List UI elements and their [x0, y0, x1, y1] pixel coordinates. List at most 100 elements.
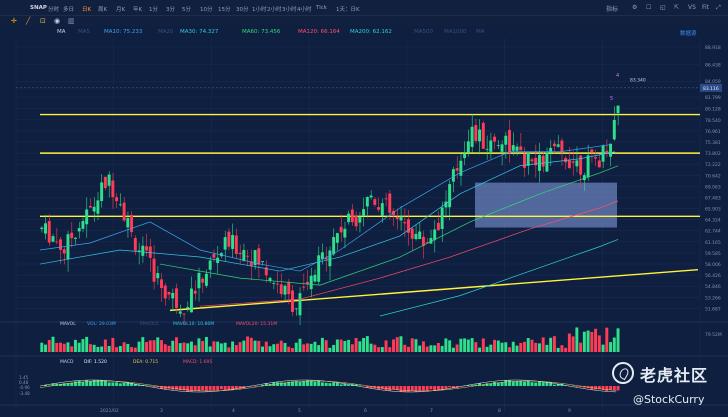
crosshair-tool-icon[interactable]: ✛ [11, 17, 17, 25]
timeframe-tab-9[interactable]: 10分 [200, 7, 213, 13]
price-tick-label: 56.426 [705, 273, 721, 279]
macd-bar [605, 386, 609, 392]
lock-icon[interactable]: ⊡ [40, 17, 46, 25]
volume-bar [597, 335, 601, 352]
candle-body [537, 155, 541, 171]
toolbar-icon-7[interactable]: ⤢ [716, 4, 721, 11]
timeframe-tab-17[interactable]: 1天：日K [336, 7, 360, 13]
ma-legend-item[interactable]: MA [476, 29, 485, 35]
timeframe-tab-16[interactable]: Tick [316, 5, 327, 11]
volume-bar [313, 341, 317, 352]
candle-body [440, 207, 444, 229]
macd-bar [440, 386, 444, 390]
macd-bar [407, 386, 410, 392]
timeframe-tab-12[interactable]: 1小时 [252, 7, 267, 13]
macd-bar [227, 386, 231, 390]
candle-body [597, 160, 601, 168]
volume-bar [365, 336, 369, 352]
macd-bar [317, 380, 321, 386]
ma-legend-item[interactable]: MA [57, 29, 66, 35]
macd-bar [238, 386, 242, 389]
volume-bar [223, 342, 227, 352]
macd-bar [73, 381, 77, 386]
volume-legend-mavol20: MAVOL20: 15.31M [236, 321, 277, 327]
volume-bar [421, 341, 425, 352]
volume-bar [305, 343, 309, 352]
volume-bar [77, 342, 81, 352]
timeframe-tab-13[interactable]: 2小时 [267, 7, 282, 13]
volume-bar [163, 344, 167, 352]
ma-legend-item[interactable]: 数据源 [680, 31, 697, 37]
volume-bar [541, 337, 545, 352]
line-tool-icon[interactable]: ╱ [26, 17, 31, 25]
macd-bar [358, 385, 362, 386]
timeframe-tab-10[interactable]: 15分 [218, 7, 231, 13]
toolbar-icon-2[interactable]: ☐ [646, 4, 652, 11]
timeframe-tab-5[interactable]: 年K [133, 7, 143, 13]
candle-body [96, 200, 100, 214]
volume-bar [317, 345, 321, 352]
ma-legend-item[interactable]: MA20 [158, 29, 174, 35]
volume-bar [556, 347, 560, 352]
volume-bar [571, 336, 575, 352]
price-tick-label: 73.802 [705, 151, 721, 157]
candle-body [51, 236, 55, 242]
candle-body [410, 228, 414, 239]
macd-bar [171, 386, 175, 390]
macd-bar [160, 386, 163, 389]
macd-bar [51, 383, 55, 386]
trash-icon[interactable]: ▥ [68, 17, 75, 25]
macd-bar [223, 386, 227, 391]
candle-body [418, 231, 422, 240]
ma-legend-item[interactable]: MA5 [78, 29, 91, 35]
timeframe-tab-11[interactable]: 30分 [236, 7, 249, 13]
ma-legend-item[interactable]: MA60: 73.456 [242, 29, 281, 35]
ma-legend-item[interactable]: MA500 [414, 29, 434, 35]
candle-body [302, 286, 306, 288]
macd-bar [313, 381, 317, 386]
candle-body [590, 149, 594, 153]
toolbar-icon-5[interactable]: VS [688, 4, 696, 11]
date-label: 8 [498, 408, 501, 414]
volume-bar [590, 331, 594, 352]
timeframe-tab-4[interactable]: 月K [116, 7, 126, 13]
candle-body [579, 155, 583, 175]
timeframe-tab-6[interactable]: 1分 [149, 7, 158, 13]
price-tag-bg [700, 83, 722, 92]
symbol-label[interactable]: SNAP [30, 5, 47, 11]
volume-bar [380, 347, 384, 352]
toolbar-icon-4[interactable]: ⇱ [674, 4, 680, 11]
timeframe-tab-2[interactable]: 日K [82, 7, 92, 13]
toolbar-icon-0[interactable]: 指标 [606, 6, 619, 13]
ma-line [39, 151, 616, 272]
ma-legend-item[interactable]: MA30: 74.327 [180, 29, 219, 35]
candle-body [567, 159, 571, 169]
macd-bar [133, 384, 137, 386]
ma-legend-item[interactable]: MA1000 [444, 29, 467, 35]
ma-legend-item[interactable]: MA10: 75.233 [104, 29, 143, 35]
ma-legend-item[interactable]: MA200: 62.162 [350, 29, 392, 35]
timeframe-tab-1[interactable]: 多日 [63, 7, 75, 13]
toolbar-icon-6[interactable]: Fit [702, 4, 710, 11]
date-label: 9 [568, 408, 571, 414]
volume-bar [246, 336, 250, 352]
macd-bar [395, 386, 399, 391]
timeframe-tab-8[interactable]: 5分 [182, 7, 191, 13]
timeframe-tab-0[interactable]: 分时 [48, 7, 60, 13]
timeframe-tab-15[interactable]: 4小时 [297, 7, 312, 13]
candle-body [552, 143, 556, 147]
candle-body [313, 274, 317, 282]
toolbar-icon-3[interactable]: ◱ [660, 4, 666, 11]
volume-bar [156, 337, 160, 352]
eye-icon[interactable]: ◉ [54, 17, 61, 25]
timeframe-tab-3[interactable]: 周K [98, 7, 108, 13]
macd-bar [216, 386, 220, 391]
candle-body [66, 234, 70, 260]
volume-bar [272, 344, 276, 352]
ma-legend-item[interactable]: MA120: 66.164 [298, 29, 340, 35]
candle-body [519, 146, 523, 151]
toolbar-icon-1[interactable]: ⚙ [632, 4, 638, 11]
timeframe-tab-14[interactable]: 3小时 [282, 7, 297, 13]
timeframe-tab-7[interactable]: 3分 [166, 7, 175, 13]
